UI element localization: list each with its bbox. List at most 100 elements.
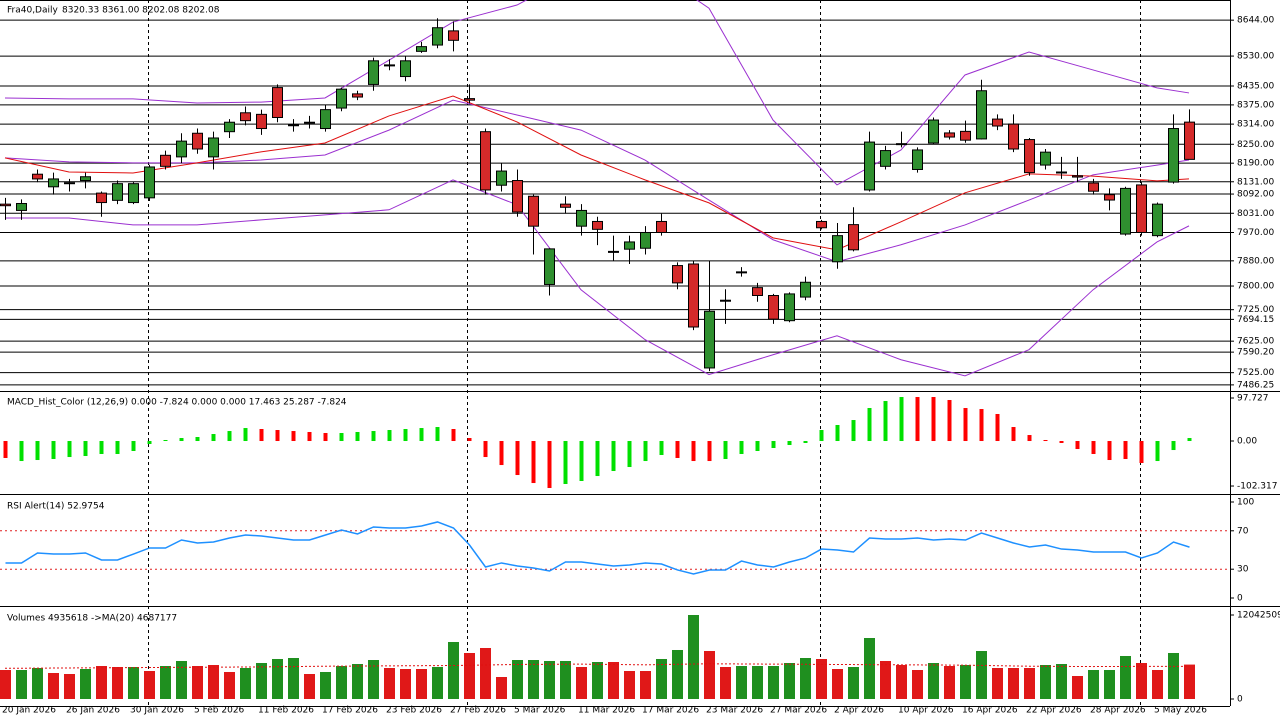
candle-body xyxy=(1104,194,1115,201)
candle-body xyxy=(144,166,155,199)
bar xyxy=(1040,665,1051,699)
candle-body xyxy=(768,294,779,320)
y-tick-label: 7725.00 xyxy=(1237,305,1274,315)
candle-body xyxy=(816,220,827,229)
x-tick-label: 22 Apr 2026 xyxy=(1026,706,1082,716)
candle-body xyxy=(960,130,971,141)
bar xyxy=(112,666,123,699)
candle-body xyxy=(992,118,1003,127)
candle-body xyxy=(208,137,219,158)
bar xyxy=(672,649,683,699)
x-tick-label: 5 May 2026 xyxy=(1154,706,1207,716)
bar xyxy=(755,441,760,451)
candle-body xyxy=(592,220,603,230)
bar xyxy=(947,400,952,442)
x-tick-label: 16 Apr 2026 xyxy=(962,706,1018,716)
bar xyxy=(851,420,856,442)
candle-body xyxy=(784,293,795,322)
bar xyxy=(787,441,792,446)
candle-body xyxy=(320,109,331,130)
bar xyxy=(1091,441,1096,454)
bar xyxy=(579,441,584,482)
bar xyxy=(16,669,27,699)
y-tick-label: 7590.20 xyxy=(1237,348,1274,358)
candle-body xyxy=(800,281,811,298)
x-tick-label: 27 Mar 2026 xyxy=(770,706,827,716)
candle-body xyxy=(1168,128,1179,183)
bar xyxy=(915,397,920,442)
bar xyxy=(131,441,136,451)
y-tick-label: 0 xyxy=(1237,594,1243,604)
candle-body xyxy=(560,203,571,208)
bar xyxy=(1168,652,1179,700)
bar xyxy=(419,428,424,442)
y-tick-label: 8250.00 xyxy=(1237,140,1274,150)
bar xyxy=(656,658,667,699)
x-tick-label: 26 Jan 2026 xyxy=(66,706,120,716)
bar xyxy=(272,658,283,699)
bar xyxy=(704,651,715,700)
candle-body xyxy=(1184,121,1195,160)
y-tick-label: 12042509 xyxy=(1237,611,1280,621)
candle-body xyxy=(256,113,267,130)
bar xyxy=(899,397,904,442)
y-tick-label: 8131.00 xyxy=(1237,177,1274,187)
y-tick-label: 7525.00 xyxy=(1237,368,1274,378)
candle-body xyxy=(224,121,235,133)
candle-body xyxy=(464,98,475,101)
bar xyxy=(800,657,811,700)
bar xyxy=(832,668,843,699)
candle-body xyxy=(1136,184,1147,233)
bar xyxy=(176,660,187,699)
y-tick-label: 97.727 xyxy=(1237,394,1269,404)
bar xyxy=(643,441,648,462)
y-tick-label: 7694.15 xyxy=(1237,315,1274,325)
candle-body xyxy=(272,87,283,119)
bar xyxy=(32,668,43,699)
bar xyxy=(448,641,459,699)
bar xyxy=(1139,441,1144,464)
bar xyxy=(867,408,872,442)
candle-body xyxy=(672,265,683,284)
bar xyxy=(883,401,888,442)
candle-body xyxy=(368,60,379,85)
bar xyxy=(403,428,408,442)
bar xyxy=(0,669,11,699)
period-separators xyxy=(148,0,1141,706)
bar xyxy=(275,430,280,442)
candle-body xyxy=(864,141,875,191)
bar xyxy=(1011,427,1016,442)
panel xyxy=(0,0,1230,386)
bar xyxy=(1059,441,1064,443)
bar xyxy=(515,441,520,476)
candle-body xyxy=(1056,171,1067,174)
bar xyxy=(307,431,312,442)
bar xyxy=(304,674,315,699)
candle-body xyxy=(880,150,891,167)
bar xyxy=(323,433,328,442)
y-tick-label: 8314.00 xyxy=(1237,120,1274,130)
bar xyxy=(723,441,728,460)
bar xyxy=(771,441,776,449)
bar xyxy=(835,424,840,442)
bar xyxy=(451,428,456,442)
bar xyxy=(368,660,379,699)
candle-body xyxy=(32,173,43,180)
bar xyxy=(1043,439,1048,442)
bar xyxy=(240,668,251,699)
panel-title: Volumes 4935618 ->MA(20) 4687177 xyxy=(7,614,177,624)
candle-body xyxy=(736,271,747,274)
bar xyxy=(400,668,411,699)
bar xyxy=(784,663,795,699)
bar xyxy=(992,668,1003,699)
y-tick-label: 8644.00 xyxy=(1237,16,1274,26)
x-tick-label: 5 Mar 2026 xyxy=(514,706,566,716)
bar xyxy=(1104,669,1115,699)
bar xyxy=(1107,441,1112,461)
bar xyxy=(83,441,88,457)
bar xyxy=(208,665,219,699)
candle-body xyxy=(496,170,507,186)
bar xyxy=(291,431,296,442)
